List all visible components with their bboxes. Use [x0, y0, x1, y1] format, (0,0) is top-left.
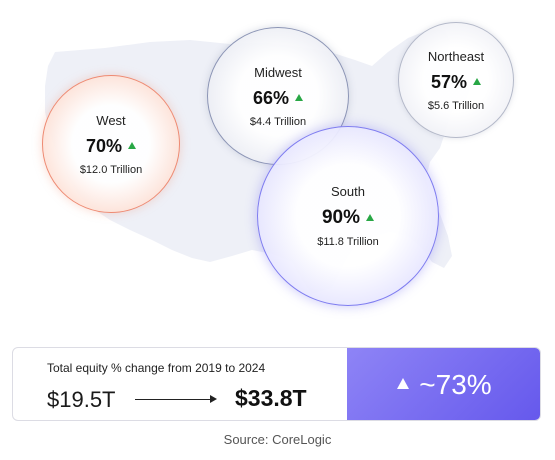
region-change-row: 57%	[430, 71, 482, 93]
region-change-row: 70%	[85, 135, 137, 157]
bubble-northeast: Northeast 57% $5.6 Trillion	[398, 22, 514, 138]
summary-change-value: ~73%	[419, 369, 492, 400]
region-change-pct: 57%	[430, 71, 468, 92]
region-change-pct: 66%	[252, 87, 290, 108]
region-change-pct: 70%	[85, 135, 123, 156]
arrow-head-icon	[210, 395, 217, 403]
bubble-south: South 90% $11.8 Trillion	[257, 126, 439, 306]
region-change-pct: 90%	[321, 207, 361, 228]
up-arrow-icon	[128, 141, 137, 149]
region-name: South	[331, 184, 365, 199]
region-equity-value: $5.6 Trillion	[427, 99, 485, 112]
region-name: Midwest	[254, 64, 302, 80]
region-change-row: 90%	[321, 207, 375, 229]
bubble-west: West 70% $12.0 Trillion	[42, 75, 180, 213]
region-change-row: 66%	[252, 87, 304, 109]
source-note: Source: CoreLogic	[223, 432, 332, 447]
arrow-right-icon	[135, 399, 213, 400]
region-name: West	[96, 112, 126, 128]
up-arrow-icon	[397, 378, 410, 389]
up-arrow-icon	[473, 77, 482, 85]
region-name: Northeast	[427, 48, 485, 64]
region-equity-value: $4.4 Trillion	[249, 115, 307, 128]
summary-change-panel: ~73%	[347, 348, 540, 420]
up-arrow-icon	[295, 93, 304, 101]
summary-caption: Total equity % change from 2019 to 2024	[47, 361, 266, 375]
up-arrow-icon	[366, 213, 375, 221]
region-equity-value: $11.8 Trillion	[317, 236, 379, 248]
summary-from-value: $19.5T	[47, 387, 116, 412]
region-equity-value: $12.0 Trillion	[79, 163, 143, 176]
summary-to-value: $33.8T	[235, 385, 307, 411]
summary-card: Total equity % change from 2019 to 2024 …	[12, 347, 541, 421]
